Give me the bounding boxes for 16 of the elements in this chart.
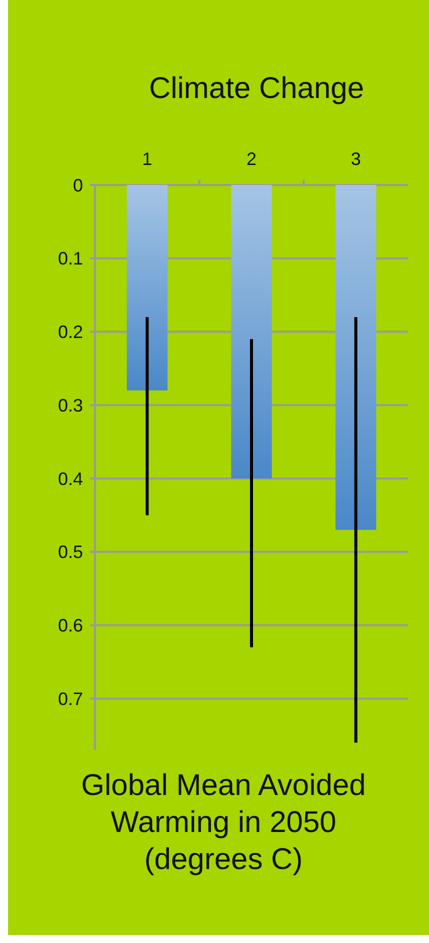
bar xyxy=(335,185,376,530)
y-tick-label: 0.6 xyxy=(58,616,83,636)
x-tick-label: 1 xyxy=(142,149,152,169)
y-tick-label: 0.5 xyxy=(58,542,83,562)
bar xyxy=(231,185,272,479)
y-tick-label: 0 xyxy=(72,175,83,196)
y-tick-label: 0.1 xyxy=(58,248,83,269)
y-tick-label: 0.2 xyxy=(58,322,83,342)
y-tick-label: 0.3 xyxy=(58,395,83,416)
y-tick-label: 0.4 xyxy=(58,468,83,489)
bar xyxy=(126,185,168,390)
chart-title: Climate Change xyxy=(148,72,364,105)
x-tick-label: 3 xyxy=(350,149,361,169)
y-tick-label: 0.7 xyxy=(58,688,83,709)
text: Global Mean Avoided Warming in 2050 (degrees C) xyxy=(81,769,366,876)
x-tick-label: 2 xyxy=(246,149,257,169)
